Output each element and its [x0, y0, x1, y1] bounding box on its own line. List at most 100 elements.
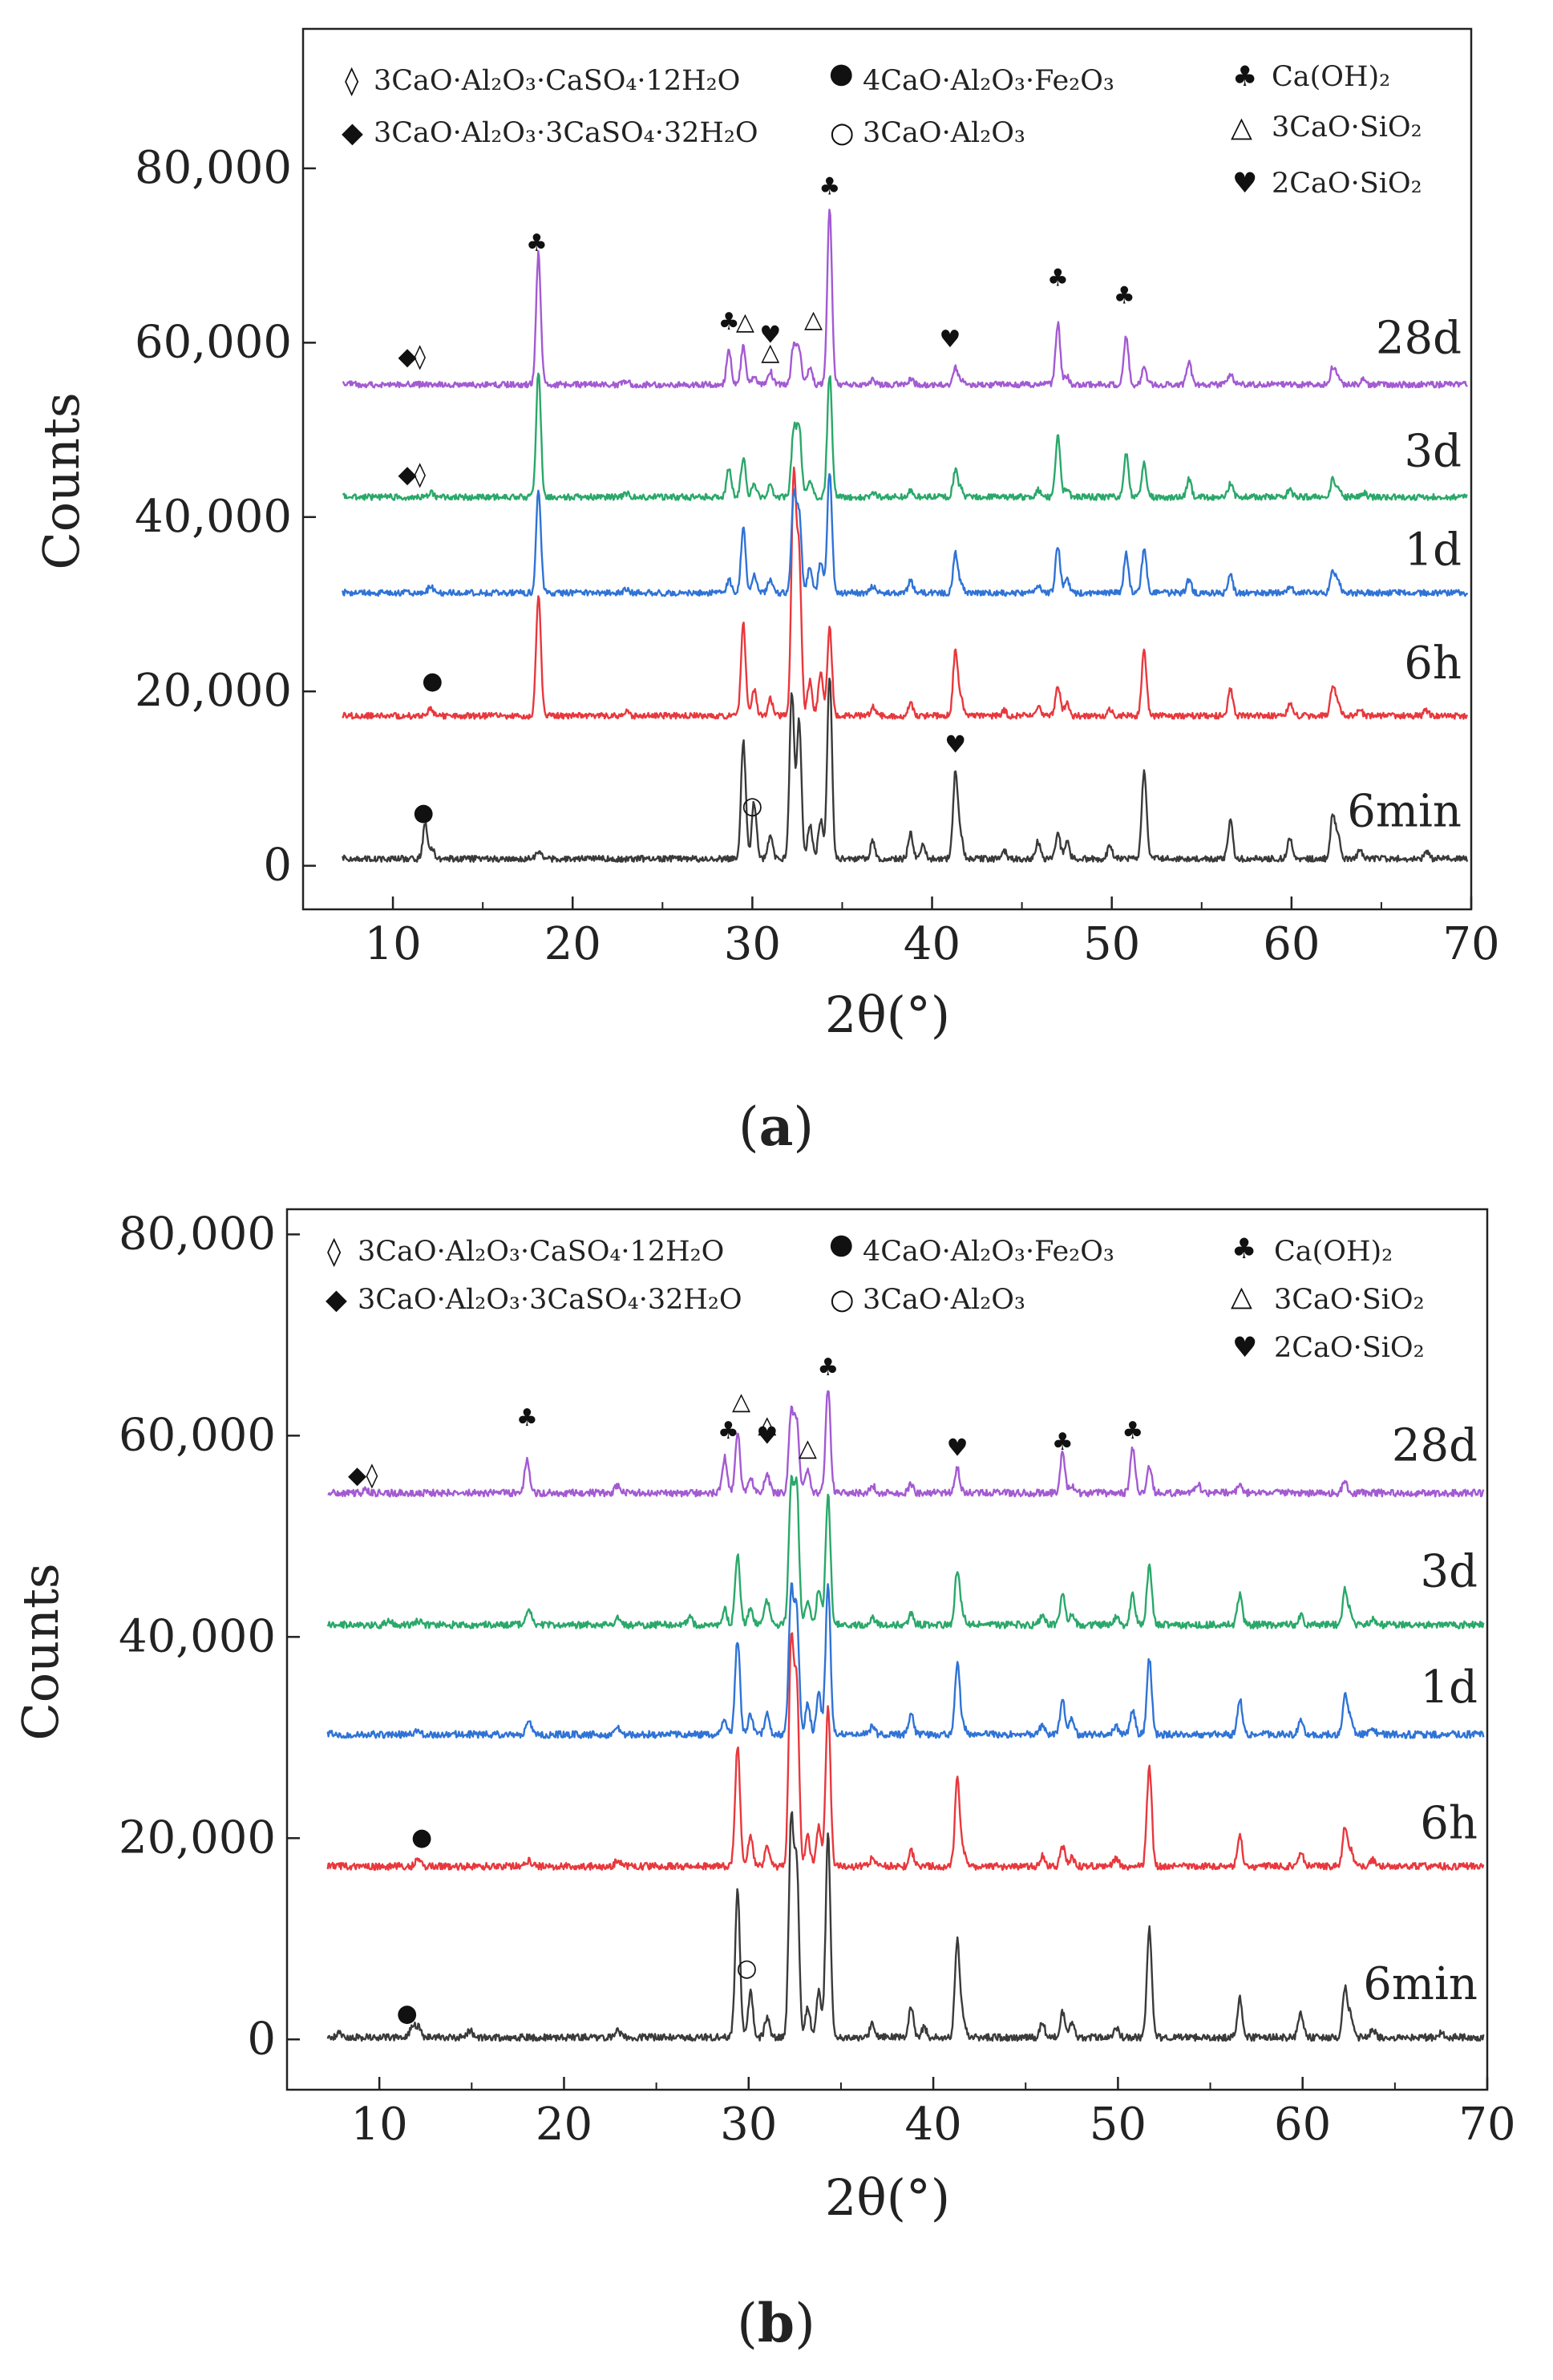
peak-marker-c3s: △ — [732, 1388, 750, 1416]
x-tick-label: 70 — [1458, 2099, 1515, 2151]
sample-label-3d: 3d — [1421, 1546, 1478, 1598]
peak-marker-c2s: ♥ — [756, 1422, 778, 1450]
aft-marker-icon-b: ◆ — [326, 1284, 347, 1316]
panel-a-legend-aft: ◆ 3CaO·Al₂O₃·3CaSO₄·32H₂O — [342, 117, 758, 149]
peak-marker-c4af: ● — [422, 667, 443, 695]
x-tick-label: 50 — [1083, 918, 1140, 970]
afm-marker-icon: ◊ — [345, 65, 359, 97]
c3a-marker-icon-b: ○ — [830, 1284, 855, 1316]
ch-marker-icon-b: ♣ — [1231, 1233, 1256, 1265]
peak-marker-aft: ◆ — [398, 460, 416, 488]
peak-marker-aft: ◆ — [348, 1461, 366, 1489]
y-tick-label: 0 — [247, 2013, 276, 2065]
legend-c3a-label-b: 3CaO·Al₂O₃ — [863, 1284, 1025, 1316]
legend-aft-label: 3CaO·Al₂O₃·3CaSO₄·32H₂O — [374, 117, 758, 149]
panel-a-y-axis-label: Counts — [32, 392, 91, 569]
peak-marker-c3s: △ — [761, 338, 779, 366]
legend-afm-label-b: 3CaO·Al₂O₃·CaSO₄·12H₂O — [358, 1236, 724, 1268]
panel-a-caption: (a) — [738, 1095, 814, 1158]
sample-label-1d: 1d — [1421, 1662, 1478, 1714]
peak-marker-c4af: ● — [413, 799, 434, 827]
x-tick-label: 30 — [720, 2099, 777, 2151]
x-tick-label: 40 — [904, 2099, 961, 2151]
peak-marker-ch: ♣ — [819, 173, 840, 201]
c3a-marker-icon: ○ — [830, 117, 855, 149]
peak-marker-c3a: ○ — [742, 791, 762, 820]
legend-ch-label-b: Ca(OH)₂ — [1274, 1236, 1393, 1268]
series-line-3d — [326, 1475, 1485, 1629]
legend-ch-label: Ca(OH)₂ — [1272, 61, 1390, 93]
panel-a-peak-markers: ●●○♥◆◊◆◊♣♣△ ♥△△♣♥♣♣ — [398, 173, 1134, 828]
legend-c2s-label: 2CaO·SiO₂ — [1272, 168, 1422, 200]
c4af-marker-icon-b: ● — [829, 1228, 854, 1261]
panel-b-legend-c3a: ○ 3CaO·Al₂O₃ — [830, 1284, 1025, 1316]
legend-c2s-label-b: 2CaO·SiO₂ — [1274, 1332, 1425, 1364]
panel-b-legend: ◊ 3CaO·Al₂O₃·CaSO₄·12H₂O ● 4CaO·Al₂O₃·Fe… — [326, 1228, 1425, 1364]
peak-marker-c3s: △ — [758, 1411, 776, 1439]
afm-marker-icon-b: ◊ — [327, 1236, 342, 1268]
x-tick-label: 30 — [724, 918, 781, 970]
sample-label-6h: 6h — [1404, 638, 1462, 690]
y-tick-label: 60,000 — [119, 1409, 276, 1461]
ch-marker-icon: ♣ — [1232, 61, 1257, 93]
y-tick-label: 0 — [263, 840, 292, 892]
peak-marker-ch: ♣ — [526, 229, 548, 257]
sample-label-3d: 3d — [1405, 426, 1462, 478]
y-tick-label: 20,000 — [119, 1811, 276, 1864]
panel-b-legend-afm: ◊ 3CaO·Al₂O₃·CaSO₄·12H₂O — [327, 1236, 724, 1268]
series-line-6h — [326, 1632, 1485, 1872]
legend-c4af-label: 4CaO·Al₂O₃·Fe₂O₃ — [863, 65, 1114, 97]
peak-marker-c4af: ● — [397, 2000, 418, 2028]
c3s-marker-icon-b: △ — [1231, 1281, 1252, 1313]
panel-b-legend-c2s: ♥ 2CaO·SiO₂ — [1232, 1332, 1425, 1364]
series-line-3d — [342, 372, 1468, 501]
x-tick-label: 20 — [544, 918, 601, 970]
sample-label-1d: 1d — [1405, 524, 1462, 577]
y-tick-label: 60,000 — [135, 316, 292, 368]
series-line-28d — [342, 208, 1468, 389]
peak-marker-c3a: ○ — [736, 1954, 757, 1982]
series-line-28d — [327, 1390, 1485, 1498]
x-tick-label: 60 — [1274, 2099, 1331, 2151]
sample-label-6h: 6h — [1420, 1797, 1478, 1849]
peak-marker-ch: ♣ — [516, 1404, 538, 1432]
legend-aft-label-b: 3CaO·Al₂O₃·3CaSO₄·32H₂O — [358, 1284, 742, 1316]
panel-a-legend-c2s: ♥ 2CaO·SiO₂ — [1232, 168, 1422, 200]
peak-marker-ch: ♣ — [1114, 281, 1135, 310]
panel-b-caption: (b) — [737, 2292, 815, 2354]
c3s-marker-icon: △ — [1231, 111, 1252, 144]
y-tick-label: 20,000 — [135, 665, 292, 717]
sample-label-6min: 6min — [1347, 786, 1462, 838]
y-tick-label: 40,000 — [135, 491, 292, 543]
panel-b-x-axis-label: 2θ(°) — [825, 2168, 950, 2227]
sample-label-28d: 28d — [1376, 312, 1462, 364]
legend-c3s-label: 3CaO·SiO₂ — [1272, 111, 1422, 144]
c2s-marker-icon: ♥ — [1232, 168, 1257, 200]
y-tick-label: 80,000 — [119, 1208, 276, 1260]
panel-a-plot-frame — [301, 27, 1473, 911]
panel-a-legend-c4af: ● 4CaO·Al₂O₃·Fe₂O₃ — [829, 58, 1114, 97]
sample-label-6min: 6min — [1363, 1958, 1478, 2010]
panel-b-plot-frame — [285, 1208, 1489, 2091]
panel-b-legend-ch: ♣ Ca(OH)₂ — [1231, 1233, 1393, 1268]
legend-c3a-label: 3CaO·Al₂O₃ — [863, 117, 1025, 149]
peak-marker-c3s: △ — [804, 306, 823, 334]
panel-b-legend-aft: ◆ 3CaO·Al₂O₃·3CaSO₄·32H₂O — [326, 1284, 742, 1316]
legend-c4af-label-b: 4CaO·Al₂O₃·Fe₂O₃ — [863, 1236, 1114, 1268]
legend-c3s-label-b: 3CaO·SiO₂ — [1274, 1284, 1425, 1316]
panel-b-legend-c4af: ● 4CaO·Al₂O₃·Fe₂O₃ — [829, 1228, 1114, 1268]
peak-marker-afm: ◊ — [366, 1461, 378, 1489]
x-tick-label: 70 — [1442, 918, 1499, 970]
peak-marker-afm: ◊ — [414, 460, 426, 488]
series-line-1d — [342, 473, 1469, 597]
x-tick-label: 50 — [1090, 2099, 1147, 2151]
peak-marker-ch: ♣ — [1047, 265, 1069, 293]
peak-marker-ch: ♣ — [1122, 1417, 1143, 1445]
panel-a-legend: ◊ 3CaO·Al₂O₃·CaSO₄·12H₂O ● 4CaO·Al₂O₃·Fe… — [342, 58, 1422, 200]
peak-marker-c3s: △ — [736, 308, 754, 336]
panel-b-peak-markers: ●●○◆ ◊♣ ♣△△♥ △♣♥ ♣ ♣ — [348, 1354, 1143, 2028]
panel-b-ticks: 10 20 30 40 50 60 70 0 20,000 40,000 60,000 80,000 — [119, 1208, 1516, 2151]
c4af-marker-icon: ● — [829, 58, 854, 90]
x-tick-label: 60 — [1263, 918, 1320, 970]
